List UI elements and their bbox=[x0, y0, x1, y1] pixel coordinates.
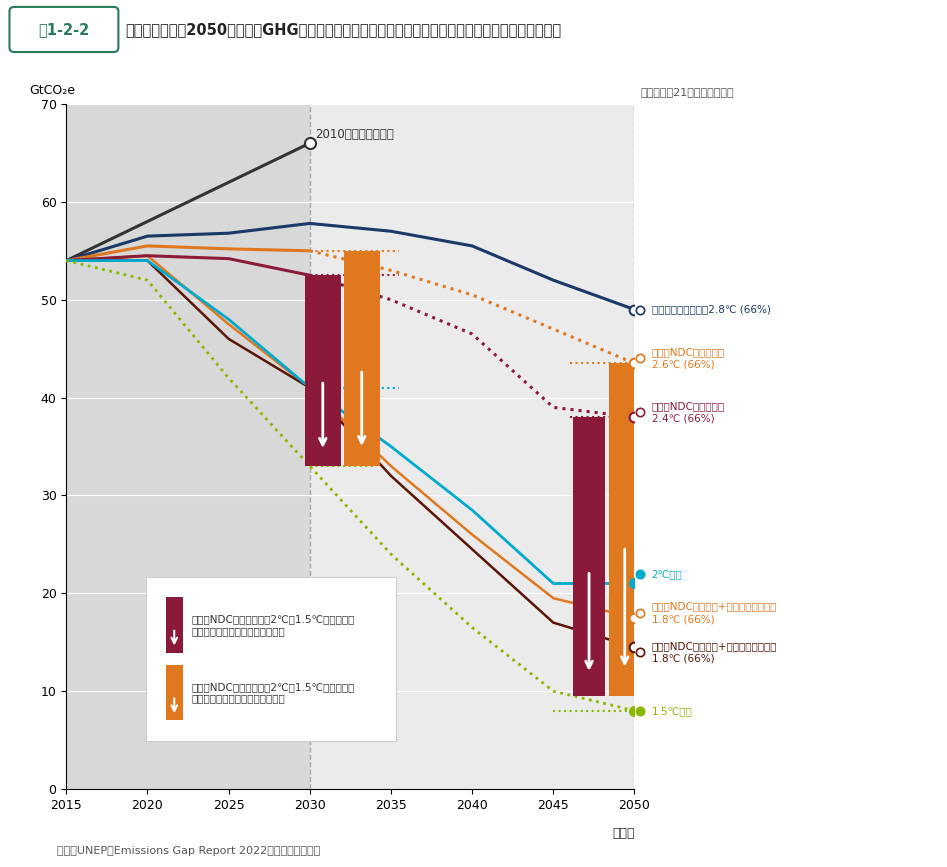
Text: 2℃経路: 2℃経路 bbox=[652, 569, 682, 578]
Text: 図1-2-2: 図1-2-2 bbox=[38, 22, 90, 37]
Text: GtCO₂e: GtCO₂e bbox=[29, 84, 76, 97]
Text: 現行政策シナリオ：2.8℃ (66%): 現行政策シナリオ：2.8℃ (66%) bbox=[652, 304, 771, 315]
Bar bbox=[573, 417, 605, 696]
Bar bbox=[310, 104, 634, 789]
Text: シナリオごとの2050年までのGHG排出量推計と排出ギャップ、今世紀の気温上昇予測（中央値のみ）: シナリオごとの2050年までのGHG排出量推計と排出ギャップ、今世紀の気温上昇予… bbox=[125, 22, 562, 37]
Text: 推計された21世紀の気温上昇: 推計された21世紀の気温上昇 bbox=[640, 88, 734, 97]
Bar bbox=[166, 597, 183, 653]
Bar bbox=[305, 275, 341, 466]
Text: 条件無NDCシナリオ+ネットゼロ目標：
1.8℃ (66%): 条件無NDCシナリオ+ネットゼロ目標： 1.8℃ (66%) bbox=[652, 602, 777, 624]
Bar bbox=[66, 104, 310, 789]
Text: 資料：UNEP『Emissions Gap Report 2022』より環境省作成: 資料：UNEP『Emissions Gap Report 2022』より環境省作… bbox=[57, 846, 320, 856]
Text: 条件付NDCシナリオから2℃・1.5℃経路までの
示唆されるエミッションギャップ: 条件付NDCシナリオから2℃・1.5℃経路までの 示唆されるエミッションギャップ bbox=[191, 614, 355, 636]
Text: 条件無NDCシナリオ：
2.6℃ (66%): 条件無NDCシナリオ： 2.6℃ (66%) bbox=[652, 348, 724, 369]
Bar bbox=[609, 363, 641, 696]
Text: 条件無NDCシナリオから2℃・1.5℃経路までの
示唆されるエミッションギャップ: 条件無NDCシナリオから2℃・1.5℃経路までの 示唆されるエミッションギャップ bbox=[191, 681, 355, 703]
Text: （年）: （年） bbox=[612, 826, 634, 839]
Text: 条件付NDCシナリオ：
2.4℃ (66%): 条件付NDCシナリオ： 2.4℃ (66%) bbox=[652, 401, 724, 423]
Text: 2010年政策シナリオ: 2010年政策シナリオ bbox=[314, 128, 393, 141]
Bar bbox=[166, 665, 183, 720]
FancyBboxPatch shape bbox=[146, 577, 396, 741]
Bar bbox=[344, 251, 380, 466]
Text: 1.5℃経路: 1.5℃経路 bbox=[652, 706, 692, 715]
Text: 条件付NDCシナリオ+ネットゼロ目標：
1.8℃ (66%): 条件付NDCシナリオ+ネットゼロ目標： 1.8℃ (66%) bbox=[652, 641, 777, 663]
